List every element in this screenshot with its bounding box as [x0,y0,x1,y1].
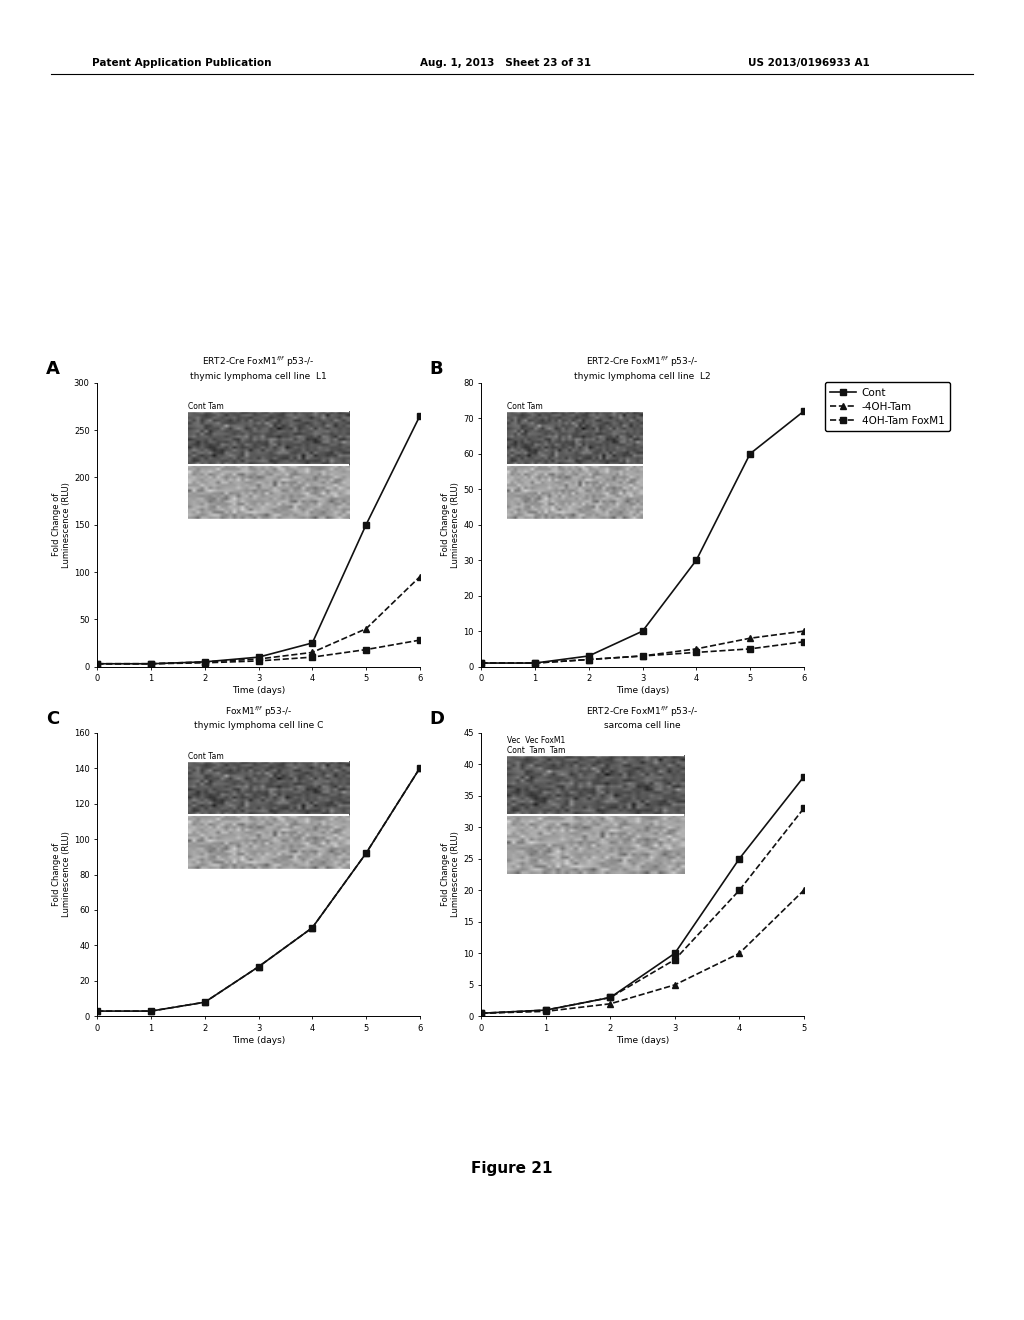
X-axis label: Time (days): Time (days) [615,686,670,696]
X-axis label: Time (days): Time (days) [231,1036,286,1045]
Text: US 2013/0196933 A1: US 2013/0196933 A1 [748,58,869,69]
X-axis label: Time (days): Time (days) [615,1036,670,1045]
Y-axis label: Fold Change of
Luminescence (RLU): Fold Change of Luminescence (RLU) [51,482,71,568]
Text: C: C [46,710,59,727]
Text: B: B [430,360,443,378]
X-axis label: Time (days): Time (days) [231,686,286,696]
Y-axis label: Fold Change of
Luminescence (RLU): Fold Change of Luminescence (RLU) [51,832,71,917]
Text: A: A [46,360,59,378]
Title: ERT2-Cre FoxM1$^{f/f}$ p53-/-
thymic lymphoma cell line  L1: ERT2-Cre FoxM1$^{f/f}$ p53-/- thymic lym… [190,355,327,380]
Text: Aug. 1, 2013   Sheet 23 of 31: Aug. 1, 2013 Sheet 23 of 31 [420,58,591,69]
Text: Patent Application Publication: Patent Application Publication [92,58,271,69]
Title: ERT2-Cre FoxM1$^{f/f}$ p53-/-
sarcoma cell line: ERT2-Cre FoxM1$^{f/f}$ p53-/- sarcoma ce… [587,705,698,730]
Y-axis label: Fold Change of
Luminescence (RLU): Fold Change of Luminescence (RLU) [441,832,460,917]
Text: Figure 21: Figure 21 [471,1160,553,1176]
Title: ERT2-Cre FoxM1$^{f/f}$ p53-/-
thymic lymphoma cell line  L2: ERT2-Cre FoxM1$^{f/f}$ p53-/- thymic lym… [574,355,711,380]
Legend: Cont, -4OH-Tam, 4OH-Tam FoxM1: Cont, -4OH-Tam, 4OH-Tam FoxM1 [825,383,949,432]
Y-axis label: Fold Change of
Luminescence (RLU): Fold Change of Luminescence (RLU) [441,482,460,568]
Title: FoxM1$^{f/f}$ p53-/-
thymic lymphoma cell line C: FoxM1$^{f/f}$ p53-/- thymic lymphoma cel… [194,705,324,730]
Text: D: D [430,710,444,727]
